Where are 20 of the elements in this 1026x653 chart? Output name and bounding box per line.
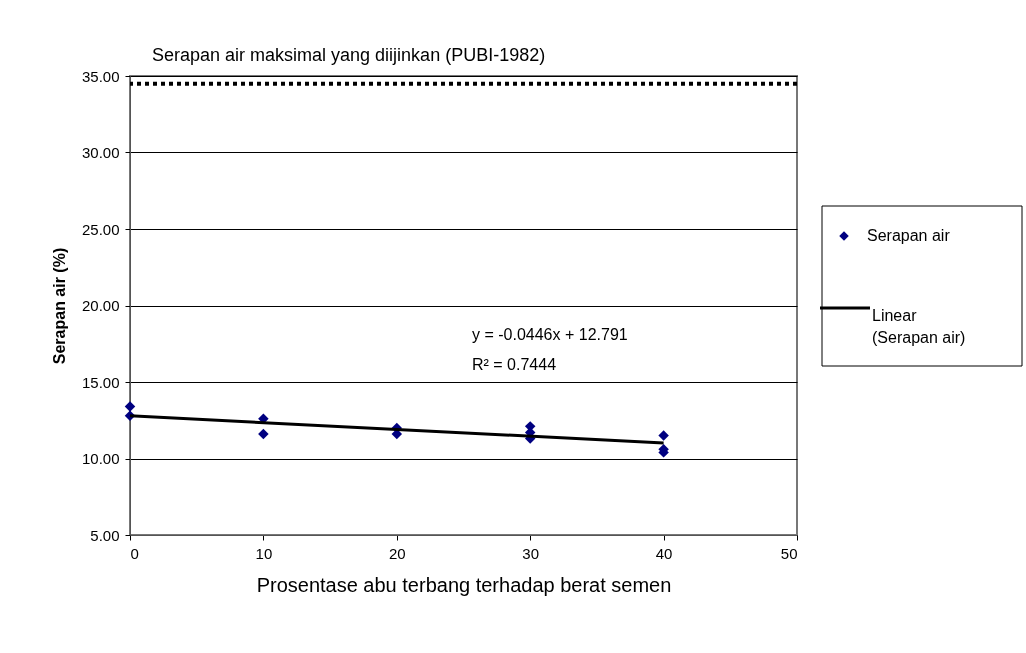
y-tick-label: 30.00 — [81, 144, 120, 161]
legend-label: Linear (Serapan air) — [872, 307, 966, 346]
x-tick-label: 20 — [388, 544, 406, 562]
ref-line-label: Serapan air maksimal yang diijinkan (PUBI-1982) — [152, 44, 546, 65]
annotation: y = -0.0446x + 12.791 — [472, 326, 628, 343]
y-tick-label: 20.00 — [81, 297, 120, 314]
y-tick-label: 10.00 — [81, 450, 120, 467]
x-tick-label: 50 — [780, 544, 798, 562]
annotation: R² = 0.7444 — [472, 356, 557, 373]
x-tick-label: 10 — [255, 544, 273, 562]
legend-label: Serapan air — [867, 227, 951, 244]
y-tick-label: 5.00 — [90, 526, 120, 544]
x-tick-label: 40 — [655, 544, 673, 562]
y-tick-label: 25.00 — [81, 220, 120, 238]
x-axis-title: Prosentase abu terbang terhadap berat semen — [256, 573, 672, 596]
x-tick-label: 0 — [130, 544, 139, 562]
y-tick-label: 35.00 — [81, 67, 120, 85]
x-tick-label: 30 — [522, 544, 540, 562]
y-tick-label: 15.00 — [81, 373, 120, 391]
y-axis-title: Serapan air (%) — [50, 247, 68, 365]
